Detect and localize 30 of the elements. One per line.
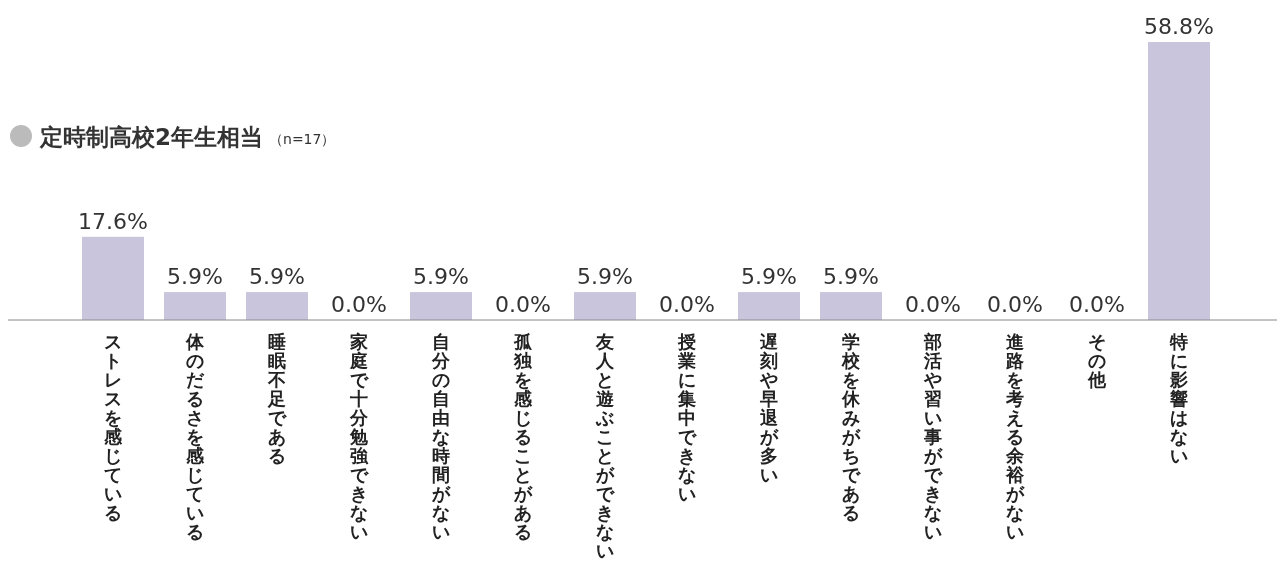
data-label: 5.9% [413, 264, 469, 290]
data-label: 5.9% [823, 264, 879, 290]
data-label: 0.0% [987, 292, 1043, 317]
data-label: 17.6% [78, 208, 148, 234]
data-label: 0.0% [331, 292, 387, 317]
data-label: 0.0% [495, 292, 551, 317]
x-tick-label: 睡眠不足である [267, 331, 287, 466]
category-label: 授業に集中できない [678, 331, 696, 504]
text: 定時制高校2年生相当 [39, 124, 264, 150]
category-label: 孤独を感じることがある [514, 331, 532, 542]
data-label: 58.8% [1144, 14, 1214, 39]
data-label: 5.9% [249, 264, 305, 290]
data-label: 5.9% [167, 264, 223, 290]
data-label: 5.9% [577, 264, 633, 290]
text: （n=17） [269, 131, 336, 147]
category-label: 自分の自由な時間がない [432, 331, 450, 542]
data-label: 0.0% [1069, 292, 1125, 317]
data-label: 5.9% [741, 264, 797, 290]
category-label: 進路を考える余裕がない [1006, 331, 1024, 542]
category-label: 家庭で十分勉強できない [350, 331, 368, 542]
category-label: 友人と遊ぶことができない [596, 331, 614, 561]
category-label: 部活や習い事ができない [924, 331, 942, 542]
data-label: 0.0% [659, 292, 715, 317]
x-tick-label: 特に影響はない [1169, 331, 1188, 466]
x-tick-label: 遅刻や早退が多い [759, 331, 779, 485]
x-tick-label: その他 [1087, 331, 1107, 390]
category-label: ストレスを感じている [104, 331, 122, 523]
data-label: 0.0% [905, 292, 961, 317]
category-label: 学校を休みがちである [842, 331, 860, 523]
category-label: 体のだるさを感じている [186, 331, 204, 542]
